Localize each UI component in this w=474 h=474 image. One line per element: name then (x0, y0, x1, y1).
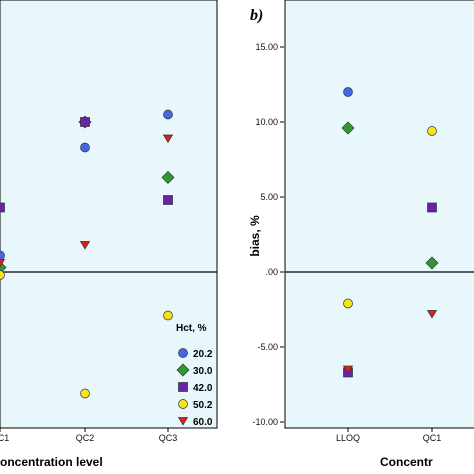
data-point (427, 202, 437, 213)
data-point (425, 256, 439, 270)
data-point (163, 310, 173, 321)
x-tick-label: QC1 (0, 433, 9, 443)
y-tick-label: -5.00 (257, 342, 278, 352)
data-point (80, 388, 90, 399)
x-tick-label: QC1 (423, 433, 442, 443)
legend-marker (178, 382, 188, 392)
data-point (163, 195, 173, 205)
data-point (0, 259, 6, 268)
data-point (0, 270, 5, 280)
data-point (426, 310, 438, 319)
data-point (0, 202, 5, 213)
x-axis-title-a: oncentration level (0, 455, 103, 469)
data-point (0, 250, 5, 261)
x-tick-label: QC2 (76, 433, 95, 443)
data-point (343, 87, 353, 97)
data-point (341, 121, 355, 135)
plot-area-b (284, 0, 474, 429)
legend-marker (177, 417, 189, 426)
x-tick-label: QC3 (159, 433, 178, 443)
legend-label: 60.0 (193, 417, 213, 428)
y-tick-label: .00 (265, 267, 278, 277)
legend-label: 50.2 (193, 400, 213, 411)
data-point (80, 117, 90, 127)
data-point (427, 126, 437, 136)
panel-label-b: b) (250, 7, 263, 24)
legend-label: 42.0 (193, 383, 213, 394)
data-point (80, 142, 90, 153)
x-tick-label: LLOQ (336, 433, 360, 443)
data-point (161, 171, 175, 184)
data-point (79, 241, 91, 250)
legend-box (170, 310, 215, 427)
legend-marker (176, 363, 190, 377)
data-point (343, 298, 353, 309)
data-point (162, 134, 174, 144)
y-axis-title-b: bias, % (248, 215, 262, 257)
legend-marker (178, 399, 188, 409)
x-axis-title-b: Concentr (380, 455, 433, 469)
y-tick-label: 10.00 (255, 117, 278, 127)
legend-title: Hct, % (176, 323, 207, 334)
legend-marker (178, 348, 188, 358)
y-tick-label: 15.00 (255, 42, 278, 52)
data-point (163, 109, 173, 120)
chart-panel-a: oncentration level Hct, % QC1 QC2 QC3 20.2 3… (0, 0, 218, 469)
legend-label: 30.0 (193, 366, 213, 377)
y-tick-label: 5.00 (260, 192, 278, 202)
data-point (342, 365, 354, 375)
y-tick-label: -10.00 (252, 417, 278, 427)
legend-label: 20.2 (193, 349, 213, 360)
chart-panel-b: b) bias, % Concentr LLOQ QC1 -10.00 -5.00 .0… (248, 0, 474, 469)
